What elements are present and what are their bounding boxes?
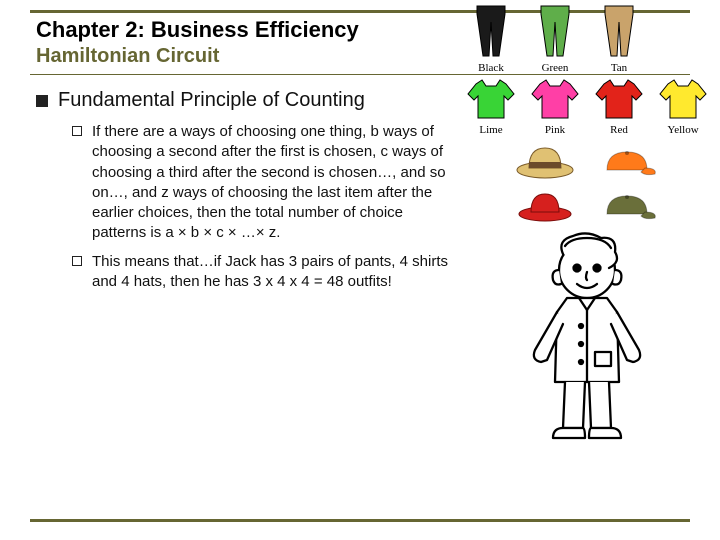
shirt-label: Yellow	[667, 124, 698, 136]
shirt-icon: Pink	[526, 78, 584, 136]
body-sub2: This means that…if Jack has 3 pairs of p…	[92, 252, 460, 293]
olive-cap-icon	[594, 188, 664, 224]
shirt-label: Red	[610, 124, 628, 136]
bullet-hollow-icon	[72, 126, 82, 136]
red-hat-icon	[510, 186, 580, 224]
bottom-rule	[30, 519, 690, 522]
straw-hat-icon	[510, 142, 580, 180]
shirt-icon: Yellow	[654, 78, 712, 136]
shirt-label: Pink	[545, 124, 565, 136]
pants-label: Green	[542, 62, 569, 74]
shirt-icon: Red	[590, 78, 648, 136]
pants-label: Black	[478, 62, 504, 74]
bullet-square-icon	[36, 95, 48, 107]
bullet-hollow-icon	[72, 256, 82, 266]
pants-icon: Tan	[590, 4, 648, 74]
body-sub1: If there are a ways of choosing one thin…	[92, 122, 460, 244]
pants-icon: Green	[526, 4, 584, 74]
shirt-label: Lime	[479, 124, 502, 136]
pants-label: Tan	[611, 62, 627, 74]
shirt-icon: Lime	[462, 78, 520, 136]
heading-l1: Fundamental Principle of Counting	[58, 89, 365, 112]
pants-icon: Black	[462, 4, 520, 74]
orange-cap-icon	[594, 144, 664, 180]
boy-icon	[517, 232, 657, 442]
illustration-panel: Black Green Tan Lime Pink Red Yellow	[462, 4, 712, 442]
